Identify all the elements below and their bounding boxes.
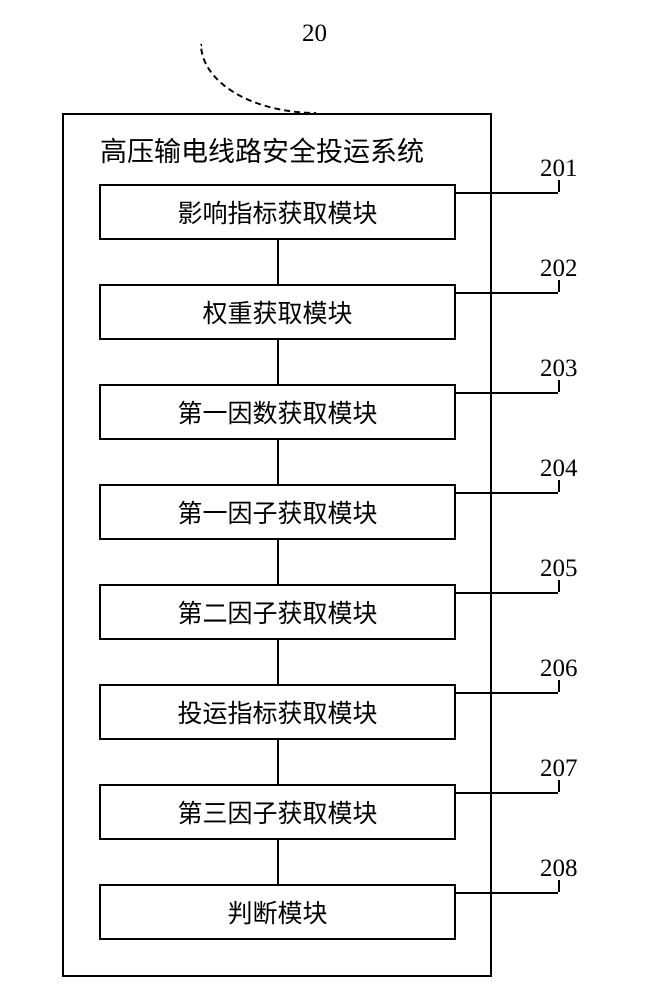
module-id-label: 201 (540, 155, 578, 183)
module-label: 第三因子获取模块 (177, 794, 377, 830)
diagram-canvas: 20 高压输电线路安全投运系统 影响指标获取模块201权重获取模块202第一因数… (0, 0, 648, 1000)
container-leader-curve (200, 44, 316, 114)
module-201: 影响指标获取模块 (99, 184, 456, 240)
leader-horizontal (456, 392, 558, 394)
module-label: 影响指标获取模块 (177, 194, 377, 230)
module-connector (277, 440, 279, 484)
leader-horizontal (456, 892, 558, 894)
module-id-label: 205 (540, 555, 578, 583)
module-id-label: 207 (540, 755, 578, 783)
module-label: 第一因子获取模块 (177, 494, 377, 530)
leader-horizontal (456, 492, 558, 494)
module-connector (277, 540, 279, 584)
module-id-label: 204 (540, 455, 578, 483)
module-204: 第一因子获取模块 (99, 484, 456, 540)
module-label: 投运指标获取模块 (177, 694, 377, 730)
system-title: 高压输电线路安全投运系统 (100, 130, 424, 169)
leader-horizontal (456, 692, 558, 694)
module-203: 第一因数获取模块 (99, 384, 456, 440)
module-connector (277, 840, 279, 884)
module-connector (277, 640, 279, 684)
module-label: 第一因数获取模块 (177, 394, 377, 430)
module-202: 权重获取模块 (99, 284, 456, 340)
module-207: 第三因子获取模块 (99, 784, 456, 840)
leader-horizontal (456, 292, 558, 294)
module-id-label: 206 (540, 655, 578, 683)
module-206: 投运指标获取模块 (99, 684, 456, 740)
module-connector (277, 240, 279, 284)
module-id-label: 203 (540, 355, 578, 383)
module-205: 第二因子获取模块 (99, 584, 456, 640)
leader-horizontal (456, 192, 558, 194)
module-label: 第二因子获取模块 (177, 594, 377, 630)
module-connector (277, 740, 279, 784)
leader-horizontal (456, 592, 558, 594)
module-label: 权重获取模块 (202, 294, 352, 330)
module-id-label: 202 (540, 255, 578, 283)
module-208: 判断模块 (99, 884, 456, 940)
module-connector (277, 340, 279, 384)
module-label: 判断模块 (227, 894, 327, 930)
module-id-label: 208 (540, 855, 578, 883)
leader-horizontal (456, 792, 558, 794)
